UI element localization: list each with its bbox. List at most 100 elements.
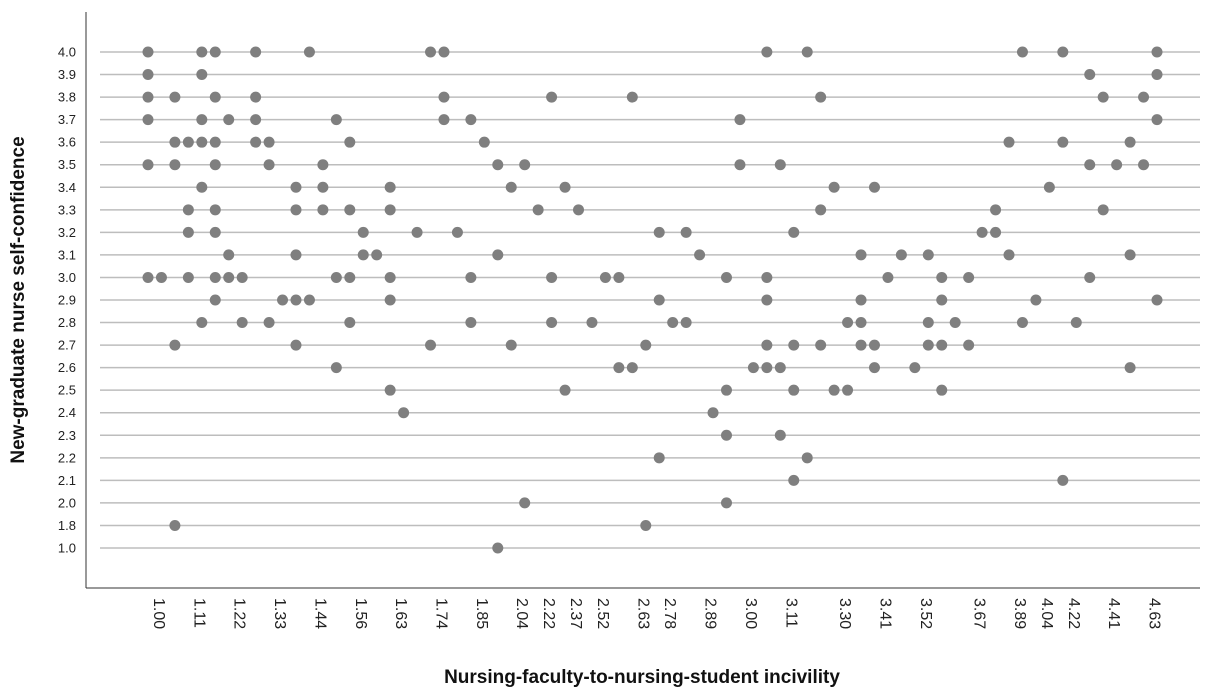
- y-axis-label: New-graduate nurse self-confidence: [8, 136, 29, 463]
- data-point: [330, 114, 342, 126]
- data-point: [1151, 69, 1163, 81]
- data-point: [680, 226, 692, 238]
- data-point: [492, 249, 504, 261]
- y-tick-label: 2.3: [58, 428, 76, 443]
- data-point: [774, 159, 786, 171]
- data-point: [492, 159, 504, 171]
- data-point: [209, 271, 221, 283]
- y-tick-label: 3.6: [58, 135, 76, 150]
- data-point: [519, 159, 531, 171]
- data-points: [142, 46, 1163, 554]
- data-point: [963, 339, 975, 351]
- x-tick-label: 3.52: [917, 598, 934, 629]
- x-tick-label: 1.44: [311, 598, 328, 629]
- x-tick-label: 4.63: [1146, 598, 1163, 629]
- data-point: [182, 204, 194, 216]
- y-tick-label: 3.8: [58, 90, 76, 105]
- x-tick-label: 4.04: [1038, 598, 1055, 629]
- data-point: [196, 181, 208, 193]
- data-point: [613, 362, 625, 374]
- x-tick-label: 3.67: [971, 598, 988, 629]
- data-point: [734, 114, 746, 126]
- data-point: [720, 384, 732, 396]
- x-tick-label: 1.85: [473, 598, 490, 629]
- y-tick-label: 3.4: [58, 180, 76, 195]
- data-point: [425, 46, 437, 58]
- data-point: [855, 294, 867, 306]
- x-tick-label: 2.04: [513, 598, 530, 629]
- data-point: [720, 497, 732, 509]
- data-point: [209, 159, 221, 171]
- data-point: [465, 317, 477, 329]
- y-tick-label: 2.6: [58, 360, 76, 375]
- y-tick-label: 3.3: [58, 202, 76, 217]
- data-point: [505, 181, 517, 193]
- data-point: [559, 181, 571, 193]
- data-point: [747, 362, 759, 374]
- x-tick-label: 2.78: [661, 598, 678, 629]
- data-point: [290, 181, 302, 193]
- data-point: [209, 136, 221, 148]
- data-point: [1070, 317, 1082, 329]
- data-point: [922, 317, 934, 329]
- data-point: [640, 339, 652, 351]
- data-point: [680, 317, 692, 329]
- data-point: [142, 69, 154, 81]
- data-point: [774, 362, 786, 374]
- data-point: [707, 407, 719, 419]
- data-point: [774, 429, 786, 441]
- data-point: [250, 91, 262, 103]
- y-tick-labels: 1.0 1.8 2.0 2.1 2.2 2.3 2.4 2.5 2.6 2.7 2.8 2.9 3.0 3…: [58, 45, 76, 556]
- data-point: [1151, 114, 1163, 126]
- data-point: [546, 91, 558, 103]
- x-tick-label: 4.22: [1065, 598, 1082, 629]
- data-point: [411, 226, 423, 238]
- data-point: [653, 452, 665, 464]
- data-point: [263, 159, 275, 171]
- data-point: [626, 91, 638, 103]
- data-point: [842, 317, 854, 329]
- data-point: [290, 339, 302, 351]
- y-tick-label: 3.1: [58, 247, 76, 262]
- x-tick-label: 4.41: [1105, 598, 1122, 629]
- y-tick-label: 3.7: [58, 112, 76, 127]
- data-point: [465, 271, 477, 283]
- data-point: [761, 362, 773, 374]
- data-point: [694, 249, 706, 261]
- x-tick-label: 1.74: [433, 598, 450, 629]
- data-point: [169, 91, 181, 103]
- data-point: [371, 249, 383, 261]
- data-point: [223, 249, 235, 261]
- data-point: [492, 542, 504, 554]
- data-point: [196, 114, 208, 126]
- data-point: [1057, 136, 1069, 148]
- data-point: [761, 339, 773, 351]
- x-tick-label: 3.41: [876, 598, 893, 629]
- data-point: [922, 249, 934, 261]
- axes: [85, 12, 1200, 589]
- data-point: [236, 271, 248, 283]
- data-point: [667, 317, 679, 329]
- data-point: [142, 91, 154, 103]
- data-point: [1138, 159, 1150, 171]
- data-point: [761, 294, 773, 306]
- data-point: [720, 271, 732, 283]
- data-point: [815, 91, 827, 103]
- data-point: [1084, 69, 1096, 81]
- data-point: [1016, 46, 1028, 58]
- data-point: [815, 339, 827, 351]
- y-tick-label: 2.7: [58, 338, 76, 353]
- data-point: [1003, 136, 1015, 148]
- data-point: [990, 204, 1002, 216]
- data-point: [196, 136, 208, 148]
- data-point: [895, 249, 907, 261]
- data-point: [317, 204, 329, 216]
- data-point: [155, 271, 167, 283]
- data-point: [868, 362, 880, 374]
- x-tick-label: 2.52: [594, 598, 611, 629]
- data-point: [290, 249, 302, 261]
- data-point: [1124, 136, 1136, 148]
- data-point: [1057, 474, 1069, 486]
- data-point: [640, 519, 652, 531]
